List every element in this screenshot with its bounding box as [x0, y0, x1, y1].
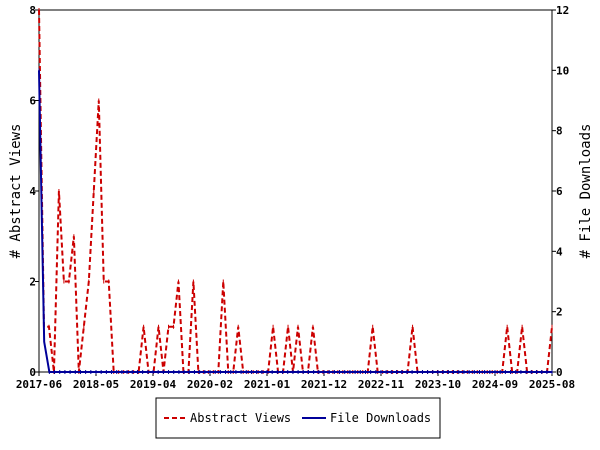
x-tick-label: 2018-05 — [73, 378, 119, 391]
x-tick-label: 2023-10 — [415, 378, 461, 391]
x-tick-label: 2021-12 — [301, 378, 347, 391]
y-left-tick-label: 0 — [29, 366, 36, 379]
x-ticks: 2017-06 2018-05 2019-04 2020-02 2021-01 2021-… — [16, 372, 575, 391]
legend-label-abstract-views: Abstract Views — [190, 411, 291, 425]
x-tick-label: 2020-02 — [187, 378, 233, 391]
y-right-tick-label: 4 — [556, 245, 563, 258]
series-line-file-downloads — [38, 70, 552, 373]
legend-label-file-downloads: File Downloads — [330, 411, 431, 425]
y-right-tick-label: 12 — [556, 4, 569, 17]
x-tick-label: 2022-11 — [358, 378, 405, 391]
y-right-ticks: 0 2 4 6 8 10 12 — [552, 4, 569, 379]
series-layer — [38, 8, 553, 374]
y-left-tick-label: 4 — [29, 185, 36, 198]
x-tick-label: 2019-04 — [130, 378, 177, 391]
x-tick-label: 2021-01 — [244, 378, 291, 391]
legend-box — [155, 397, 441, 439]
x-tick-label: 2025-08 — [529, 378, 575, 391]
y-left-tick-label: 2 — [29, 276, 36, 289]
y-right-tick-label: 0 — [556, 366, 563, 379]
y-right-tick-label: 6 — [556, 185, 563, 198]
x-tick-label: 2017-06 — [16, 378, 63, 391]
y-left-tick-label: 6 — [29, 95, 36, 108]
y-right-tick-label: 2 — [556, 306, 563, 319]
y-axis-right-title: # File Downloads — [578, 124, 594, 259]
y-right-tick-label: 8 — [556, 125, 563, 138]
y-axis-left-title: # Abstract Views — [8, 124, 24, 259]
y-right-tick-label: 10 — [556, 64, 569, 77]
y-left-tick-label: 8 — [29, 4, 36, 17]
y-left-ticks: 0 2 4 6 8 — [29, 4, 39, 379]
legend: Abstract Views File Downloads — [155, 397, 441, 439]
x-tick-label: 2024-09 — [472, 378, 518, 391]
plot-area — [38, 9, 553, 373]
